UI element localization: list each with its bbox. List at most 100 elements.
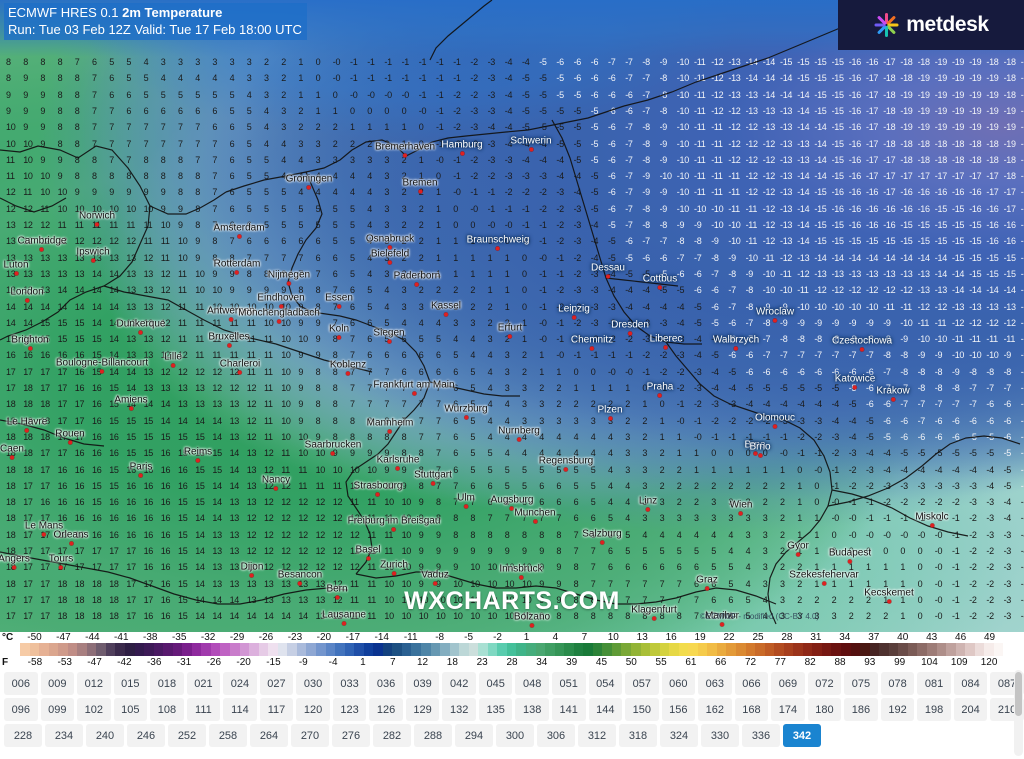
forecast-hour-168[interactable]: 168	[734, 698, 769, 721]
vertical-scrollbar[interactable]	[1014, 670, 1023, 756]
legend-tick-fahrenheit: 28	[506, 657, 518, 668]
forecast-hour-027[interactable]: 027	[259, 672, 294, 695]
forecast-hour-033[interactable]: 033	[332, 672, 367, 695]
city-marker-dot	[431, 481, 435, 486]
forecast-hour-228[interactable]: 228	[4, 724, 42, 747]
forecast-hour-162[interactable]: 162	[698, 698, 732, 721]
forecast-hour-234[interactable]: 234	[45, 724, 83, 747]
forecast-hour-048[interactable]: 048	[515, 672, 549, 695]
forecast-hour-075[interactable]: 075	[844, 672, 878, 695]
grid-temperature-value: -15	[883, 236, 896, 247]
grid-temperature-value: 11	[178, 317, 187, 328]
scrollbar-thumb[interactable]	[1015, 672, 1022, 716]
forecast-hour-198[interactable]: 198	[917, 698, 951, 721]
forecast-hour-018[interactable]: 018	[150, 672, 184, 695]
forecast-hour-258[interactable]: 258	[209, 724, 247, 747]
forecast-hour-240[interactable]: 240	[86, 724, 124, 747]
forecast-hour-069[interactable]: 069	[771, 672, 805, 695]
forecast-hour-123[interactable]: 123	[332, 698, 367, 721]
forecast-hour-330[interactable]: 330	[701, 724, 739, 747]
forecast-hour-276[interactable]: 276	[332, 724, 370, 747]
forecast-hour-006[interactable]: 006	[4, 672, 38, 695]
forecast-hour-312[interactable]: 312	[578, 724, 616, 747]
forecast-hour-180[interactable]: 180	[807, 698, 842, 721]
forecast-hour-015[interactable]: 015	[113, 672, 148, 695]
grid-temperature-value: 3	[780, 578, 785, 589]
forecast-hour-030[interactable]: 030	[296, 672, 330, 695]
forecast-hour-105[interactable]: 105	[113, 698, 148, 721]
temperature-map-canvas[interactable]: 8 8 8 8 7 6 5 5 4 3 3 3 3 3 3 2 2 1 0 -0 -1 -1 -1 -1 -1 -1 -1 -2 -3-…	[0, 0, 1024, 632]
forecast-hour-306[interactable]: 306	[537, 724, 575, 747]
grid-temperature-value: 8	[625, 611, 630, 622]
forecast-hour-060[interactable]: 060	[661, 672, 696, 695]
forecast-hour-132[interactable]: 132	[442, 698, 476, 721]
forecast-hour-144[interactable]: 144	[588, 698, 623, 721]
forecast-hour-174[interactable]: 174	[771, 698, 805, 721]
forecast-hour-135[interactable]: 135	[478, 698, 513, 721]
grid-temperature-value: 13	[6, 220, 16, 230]
forecast-hour-141[interactable]: 141	[551, 698, 586, 721]
grid-temperature-value: 13	[229, 399, 240, 410]
forecast-hour-066[interactable]: 066	[734, 672, 769, 695]
grid-temperature-value: -7	[625, 154, 633, 165]
forecast-hour-024[interactable]: 024	[223, 672, 257, 695]
forecast-hour-129[interactable]: 129	[405, 698, 440, 721]
forecast-hour-102[interactable]: 102	[77, 698, 111, 721]
forecast-hour-120[interactable]: 120	[296, 698, 330, 721]
forecast-hour-270[interactable]: 270	[291, 724, 329, 747]
grid-temperature-value: 2	[556, 399, 562, 410]
forecast-hour-192[interactable]: 192	[880, 698, 915, 721]
forecast-hour-096[interactable]: 096	[4, 698, 38, 721]
forecast-hour-318[interactable]: 318	[619, 724, 657, 747]
forecast-hour-150[interactable]: 150	[625, 698, 659, 721]
forecast-hour-138[interactable]: 138	[515, 698, 549, 721]
forecast-hour-099[interactable]: 099	[40, 698, 75, 721]
forecast-hour-342[interactable]: 342	[783, 724, 821, 747]
forecast-hour-126[interactable]: 126	[369, 698, 403, 721]
forecast-hour-009[interactable]: 009	[40, 672, 75, 695]
forecast-hour-111[interactable]: 111	[186, 698, 221, 721]
legend-swatch	[525, 643, 536, 656]
forecast-hour-114[interactable]: 114	[223, 698, 257, 721]
forecast-hour-288[interactable]: 288	[414, 724, 452, 747]
forecast-hour-084[interactable]: 084	[953, 672, 988, 695]
forecast-hour-063[interactable]: 063	[698, 672, 732, 695]
forecast-hour-246[interactable]: 246	[127, 724, 165, 747]
forecast-hour-186[interactable]: 186	[844, 698, 878, 721]
grid-temperature-value: 10	[264, 317, 274, 328]
forecast-hour-042[interactable]: 042	[442, 672, 476, 695]
forecast-hour-294[interactable]: 294	[455, 724, 493, 747]
grid-temperature-value: 13	[143, 301, 154, 312]
legend-swatch	[249, 643, 259, 656]
forecast-hour-selector[interactable]: 006 009 012 015 018 021 024 027 030 033 036 039 042 0…	[0, 668, 1024, 759]
forecast-hour-081[interactable]: 081	[917, 672, 951, 695]
forecast-hour-039[interactable]: 039	[405, 672, 440, 695]
forecast-hour-156[interactable]: 156	[661, 698, 696, 721]
forecast-hour-021[interactable]: 021	[186, 672, 221, 695]
forecast-hour-072[interactable]: 072	[807, 672, 842, 695]
forecast-hour-057[interactable]: 057	[625, 672, 659, 695]
grid-temperature-value: 3	[212, 57, 218, 67]
grid-temperature-value: 8	[556, 529, 562, 540]
forecast-hour-117[interactable]: 117	[259, 698, 294, 721]
forecast-hour-300[interactable]: 300	[496, 724, 534, 747]
forecast-hour-324[interactable]: 324	[660, 724, 698, 747]
forecast-hour-282[interactable]: 282	[373, 724, 411, 747]
forecast-hour-078[interactable]: 078	[880, 672, 915, 695]
forecast-hour-252[interactable]: 252	[168, 724, 206, 747]
grid-temperature-value: -6	[866, 383, 874, 393]
forecast-hour-012[interactable]: 012	[77, 672, 111, 695]
forecast-hour-036[interactable]: 036	[369, 672, 403, 695]
grid-temperature-value: -1	[436, 122, 444, 133]
city-marker-dot	[306, 185, 311, 190]
forecast-hour-051[interactable]: 051	[551, 672, 586, 695]
grid-temperature-value: 8	[23, 57, 28, 67]
forecast-hour-204[interactable]: 204	[953, 698, 988, 721]
forecast-hour-054[interactable]: 054	[588, 672, 623, 695]
grid-temperature-value: 9	[401, 480, 407, 491]
forecast-hour-264[interactable]: 264	[250, 724, 288, 747]
forecast-hour-108[interactable]: 108	[150, 698, 184, 721]
forecast-hour-045[interactable]: 045	[478, 672, 513, 695]
weather-map-panel[interactable]: 8 8 8 8 7 6 5 5 4 3 3 3 3 3 3 2 2 1 0 -0 -1 -1 -1 -1 -1 -1 -1 -2 -3-…	[0, 0, 1024, 668]
forecast-hour-336[interactable]: 336	[742, 724, 780, 747]
